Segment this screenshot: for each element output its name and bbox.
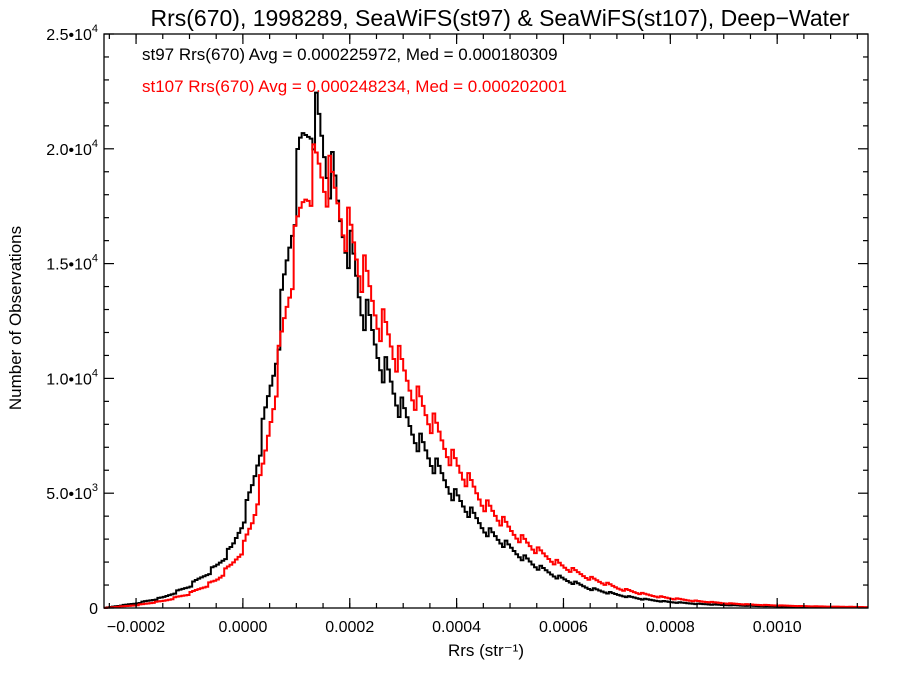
y-tick-label: 2.5•104	[46, 23, 98, 44]
x-tick-label: 0.0008	[646, 619, 695, 636]
chart-title: Rrs(670), 1998289, SeaWiFS(st97) & SeaWi…	[150, 5, 849, 31]
y-axis: 0 5.0•103 1.0•104 1.5•104 2.0•104 2.5•104	[46, 23, 868, 618]
series-st107-histogram	[104, 143, 868, 609]
series-st97-histogram	[104, 91, 868, 609]
x-tick-label: 0.0010	[753, 619, 802, 636]
x-tick-label: 0.0004	[432, 619, 481, 636]
x-axis: −0.0002 0.0000 0.0002 0.0004 0.0006 0.0008 0.0…	[107, 34, 858, 636]
legend-annotation-st107: st107 Rrs(670) Avg = 0.000248234, Med = …	[142, 77, 567, 96]
y-axis-label: Number of Observations	[6, 226, 25, 410]
x-axis-label: Rrs (str⁻¹)	[448, 641, 524, 660]
series-layer	[104, 91, 868, 609]
legend-annotation-st97: st97 Rrs(670) Avg = 0.000225972, Med = 0…	[142, 45, 558, 64]
y-tick-label: 5.0•103	[46, 482, 98, 503]
x-tick-label: −0.0002	[107, 619, 165, 636]
x-tick-label: 0.0000	[218, 619, 267, 636]
y-tick-label: 0	[89, 601, 98, 618]
y-tick-label: 1.0•104	[46, 367, 98, 388]
y-tick-label: 2.0•104	[46, 138, 98, 159]
plot-frame	[103, 33, 869, 609]
y-tick-label: 1.5•104	[46, 253, 98, 274]
x-tick-label: 0.0002	[325, 619, 374, 636]
x-tick-label: 0.0006	[539, 619, 588, 636]
